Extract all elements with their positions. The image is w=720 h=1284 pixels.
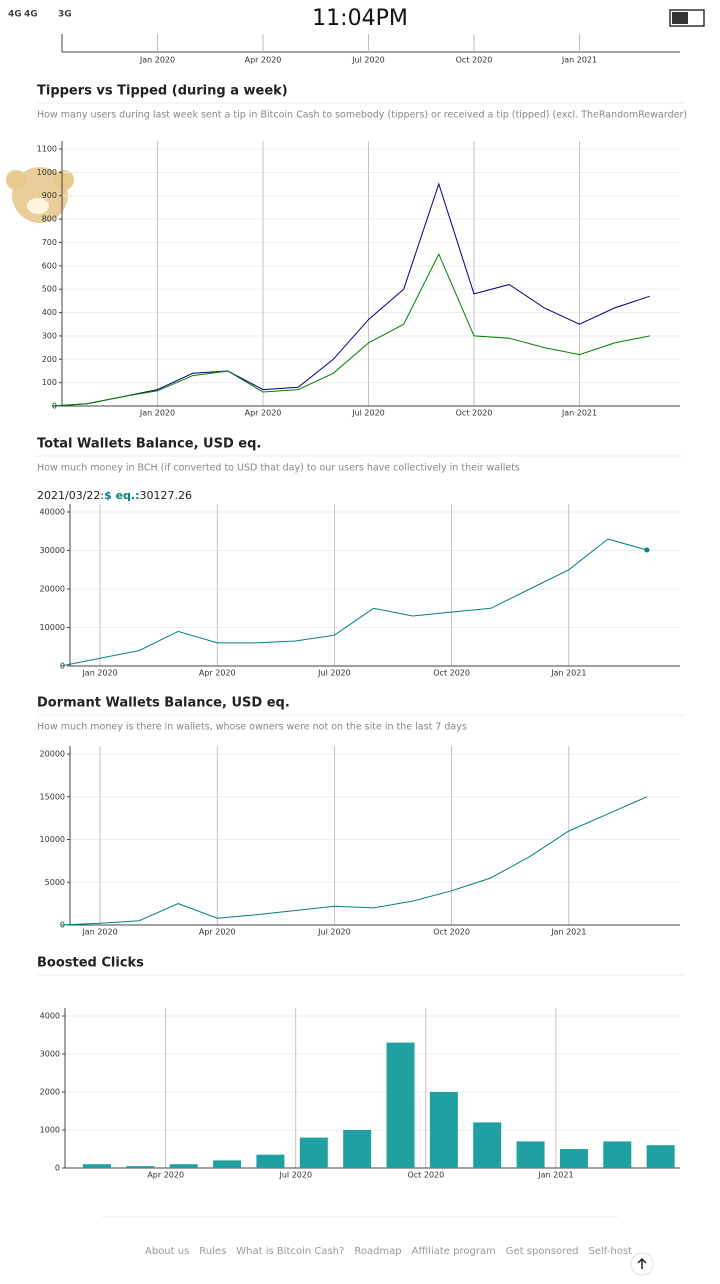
tooltip-label: $ eq.:: [104, 489, 139, 502]
y-tick-label: 4000: [40, 1012, 60, 1021]
y-tick-label: 10000: [40, 623, 65, 632]
x-tick-label: Jan 2020: [139, 56, 175, 65]
footer-link[interactable]: About us: [145, 1246, 189, 1257]
chart-title: Dormant Wallets Balance, USD eq.: [37, 696, 290, 711]
footer-link[interactable]: Roadmap: [354, 1246, 401, 1257]
series-line: [60, 796, 648, 926]
bar: [299, 1137, 328, 1168]
y-tick-label: 1000: [37, 168, 57, 177]
bar: [473, 1122, 502, 1168]
footer-link[interactable]: Get sponsored: [506, 1246, 579, 1257]
x-tick-label: Apr 2020: [245, 409, 282, 418]
sticker: [6, 167, 74, 223]
y-tick-label: 800: [42, 215, 57, 224]
network-label: 4G: [24, 10, 38, 20]
footer-link[interactable]: Rules: [199, 1246, 226, 1257]
bar: [429, 1092, 458, 1168]
scroll-top-icon: [637, 1257, 647, 1269]
y-tick-label: 20000: [40, 585, 65, 594]
y-tick-label: 900: [42, 191, 57, 200]
x-tick-label: Jan 2020: [81, 928, 117, 937]
tooltip-value: 30127.26: [140, 489, 193, 502]
chart-subtitle: How much money in BCH (if converted to U…: [37, 463, 520, 474]
x-tick-label: Jul 2020: [351, 409, 385, 418]
y-tick-label: 700: [42, 238, 57, 247]
x-tick-label: Jan 2021: [550, 669, 586, 678]
bar: [83, 1164, 111, 1168]
chart-title: Boosted Clicks: [37, 956, 144, 971]
chart-subtitle: How many users during last week sent a t…: [37, 110, 687, 121]
y-tick-label: 10000: [40, 835, 65, 844]
tooltip: 2021/03/22:$ eq.:30127.26: [37, 489, 192, 502]
hover-point: [644, 547, 650, 553]
y-tick-label: 5000: [45, 878, 65, 887]
footer-link[interactable]: Affiliate program: [412, 1246, 496, 1257]
bar: [516, 1141, 545, 1168]
series-line: [51, 252, 650, 407]
footer-link[interactable]: What is Bitcoin Cash?: [236, 1246, 344, 1257]
x-tick-label: Oct 2020: [433, 928, 470, 937]
battery: [669, 9, 705, 27]
x-tick-label: Jul 2020: [279, 1171, 313, 1180]
bar: [646, 1145, 675, 1168]
bar: [169, 1164, 198, 1168]
bar: [559, 1149, 588, 1168]
footer-link[interactable]: Self-host: [589, 1246, 633, 1257]
y-tick-label: 500: [42, 285, 57, 294]
x-tick-label: Jan 2021: [561, 409, 597, 418]
x-tick-label: Jan 2020: [139, 409, 175, 418]
y-tick-label: 400: [42, 308, 57, 317]
x-tick-label: Jul 2020: [351, 56, 385, 65]
y-tick-label: 300: [42, 331, 57, 340]
tooltip-date: 2021/03/22:: [37, 489, 104, 502]
bar: [386, 1042, 415, 1168]
y-tick-label: 20000: [40, 750, 65, 759]
network-label: 4G: [8, 10, 22, 20]
chart-title: Total Wallets Balance, USD eq.: [37, 437, 261, 452]
y-tick-label: 600: [42, 261, 57, 270]
y-tick-label: 200: [42, 355, 57, 364]
x-tick-label: Oct 2020: [433, 669, 470, 678]
x-tick-label: Jul 2020: [317, 928, 351, 937]
y-tick-label: 0: [55, 1164, 60, 1173]
x-tick-label: Oct 2020: [407, 1171, 444, 1180]
x-tick-label: Jul 2020: [317, 669, 351, 678]
x-tick-label: Apr 2020: [199, 928, 236, 937]
y-tick-label: 30000: [40, 546, 65, 555]
x-tick-label: Jan 2021: [537, 1171, 573, 1180]
battery-level: [672, 12, 688, 24]
y-tick-label: 100: [42, 378, 57, 387]
x-tick-label: Jan 2021: [550, 928, 586, 937]
bar: [603, 1141, 632, 1168]
y-tick-label: 1100: [37, 145, 57, 154]
y-tick-label: 2000: [40, 1088, 60, 1097]
x-tick-label: Jan 2021: [561, 56, 597, 65]
bar: [256, 1154, 285, 1168]
y-tick-label: 3000: [40, 1050, 60, 1059]
bar: [213, 1160, 242, 1168]
chart-title: Tippers vs Tipped (during a week): [37, 84, 288, 99]
x-tick-label: Apr 2020: [199, 669, 236, 678]
y-tick-label: 40000: [40, 508, 65, 517]
series-line: [51, 182, 650, 407]
bar: [343, 1130, 372, 1168]
network-label: 3G: [58, 10, 72, 20]
series-line: [60, 538, 648, 667]
bar: [126, 1166, 155, 1168]
chart-subtitle: How much money is there in wallets, whos…: [37, 722, 467, 733]
x-tick-label: Oct 2020: [456, 56, 493, 65]
x-tick-label: Apr 2020: [147, 1171, 184, 1180]
clock: 11:04PM: [312, 6, 408, 31]
y-tick-label: 15000: [40, 792, 65, 801]
x-tick-label: Jan 2020: [81, 669, 117, 678]
x-tick-label: Oct 2020: [456, 409, 493, 418]
x-tick-label: Apr 2020: [245, 56, 282, 65]
y-tick-label: 1000: [40, 1126, 60, 1135]
